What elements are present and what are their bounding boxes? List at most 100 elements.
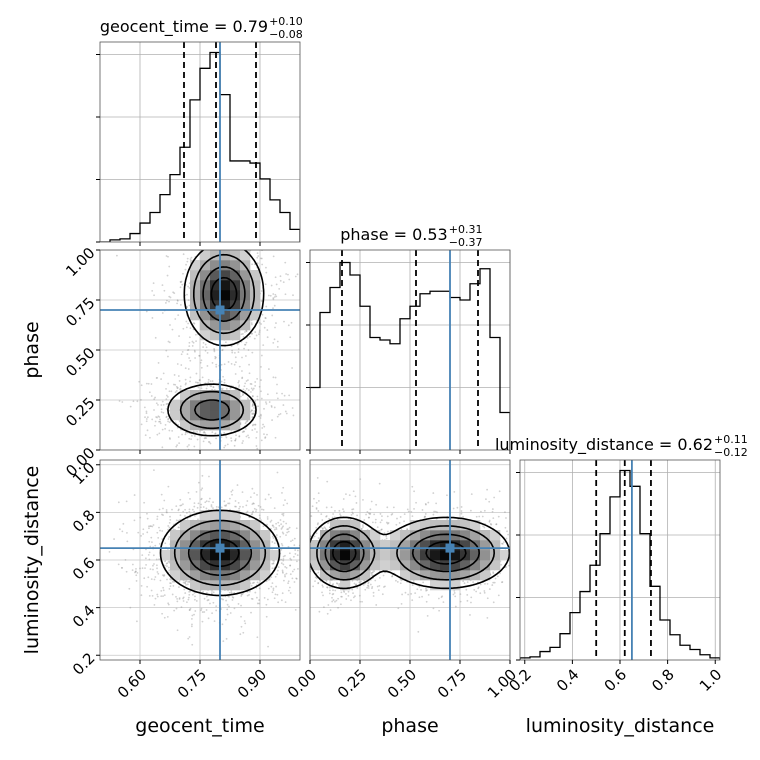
sample-point [278,287,281,290]
sample-point [129,405,132,408]
sample-point [243,430,246,433]
sample-point [203,437,206,440]
sample-point [380,528,383,531]
sample-point [403,513,406,516]
sample-point [215,505,218,508]
sample-point [270,404,273,407]
sample-point [317,510,320,512]
sample-point [285,412,288,415]
sample-point [228,605,230,608]
sample-point [141,567,144,570]
sample-point [187,637,190,640]
sample-point [201,611,204,613]
sample-point [288,394,291,397]
sample-point [329,609,332,611]
sample-point [387,530,389,533]
sample-point [186,257,189,260]
sample-point [411,584,414,587]
sample-point [171,593,174,596]
sample-point [121,401,124,403]
sample-point [251,389,254,391]
sample-point [167,255,169,258]
sample-point [179,286,182,289]
sample-point [280,523,283,526]
sample-point [167,417,170,420]
sample-point [252,413,255,415]
sample-point [179,281,182,284]
sample-point [191,340,194,343]
sample-point [215,605,218,608]
sample-point [291,407,294,409]
sample-point [178,380,181,382]
contour-line [173,519,267,587]
sample-point [481,515,484,518]
sample-point [332,599,335,601]
sample-point [280,558,283,561]
sample-point [251,416,254,418]
sample-point [255,436,258,439]
sample-point [331,596,333,599]
sample-point [160,378,162,380]
sample-point [453,490,456,493]
sample-point [156,571,159,573]
sample-point [145,310,148,313]
sample-point [381,515,383,518]
sample-point [273,338,276,341]
sample-point [410,592,413,595]
sample-point [238,385,240,388]
sample-point [139,516,142,519]
sample-point [238,380,240,382]
sample-point [159,579,162,582]
sample-point [166,402,169,405]
sample-point [488,588,491,590]
sample-point [355,583,358,586]
sample-point [186,445,189,448]
sample-point [245,341,248,344]
sample-point [256,596,258,599]
sample-point [291,577,294,580]
sample-point [271,562,274,565]
sample-point [215,437,217,440]
sample-point [169,296,172,299]
sample-point [266,598,269,601]
sample-point [186,349,189,351]
sample-point [224,505,227,507]
truth-point [215,305,225,315]
sample-point [273,597,276,600]
sample-point [226,443,229,446]
sample-point [239,633,242,636]
sample-point [276,573,279,576]
sample-point [165,511,168,513]
sample-point [193,505,196,508]
density-bin [190,570,201,581]
sample-point [252,402,254,405]
sample-point [145,563,147,566]
sample-point [225,436,228,439]
density-bin [190,550,201,561]
sample-point [237,351,240,353]
sample-point [191,434,193,437]
joint-panel-phase-vs-luminosity_distance [309,459,511,664]
sample-point [253,412,255,415]
contour-line [159,509,281,597]
sample-point [247,349,250,351]
sample-point [161,400,164,403]
sample-point [272,293,275,295]
sample-point [254,423,256,426]
contour-line [187,529,253,576]
sample-point [158,420,160,423]
sample-point [238,435,241,438]
density-bin [190,400,201,411]
sample-point [251,503,254,506]
sample-point [260,508,263,511]
sample-point [434,510,437,513]
sample-point [156,593,159,596]
density-bin [230,400,241,411]
sample-point [252,403,254,406]
density-bin [230,310,241,321]
panel-title-phase: phase = 0.53 [340,225,447,244]
sample-point [168,390,171,393]
sample-point [273,406,276,409]
sample-point [273,528,276,531]
